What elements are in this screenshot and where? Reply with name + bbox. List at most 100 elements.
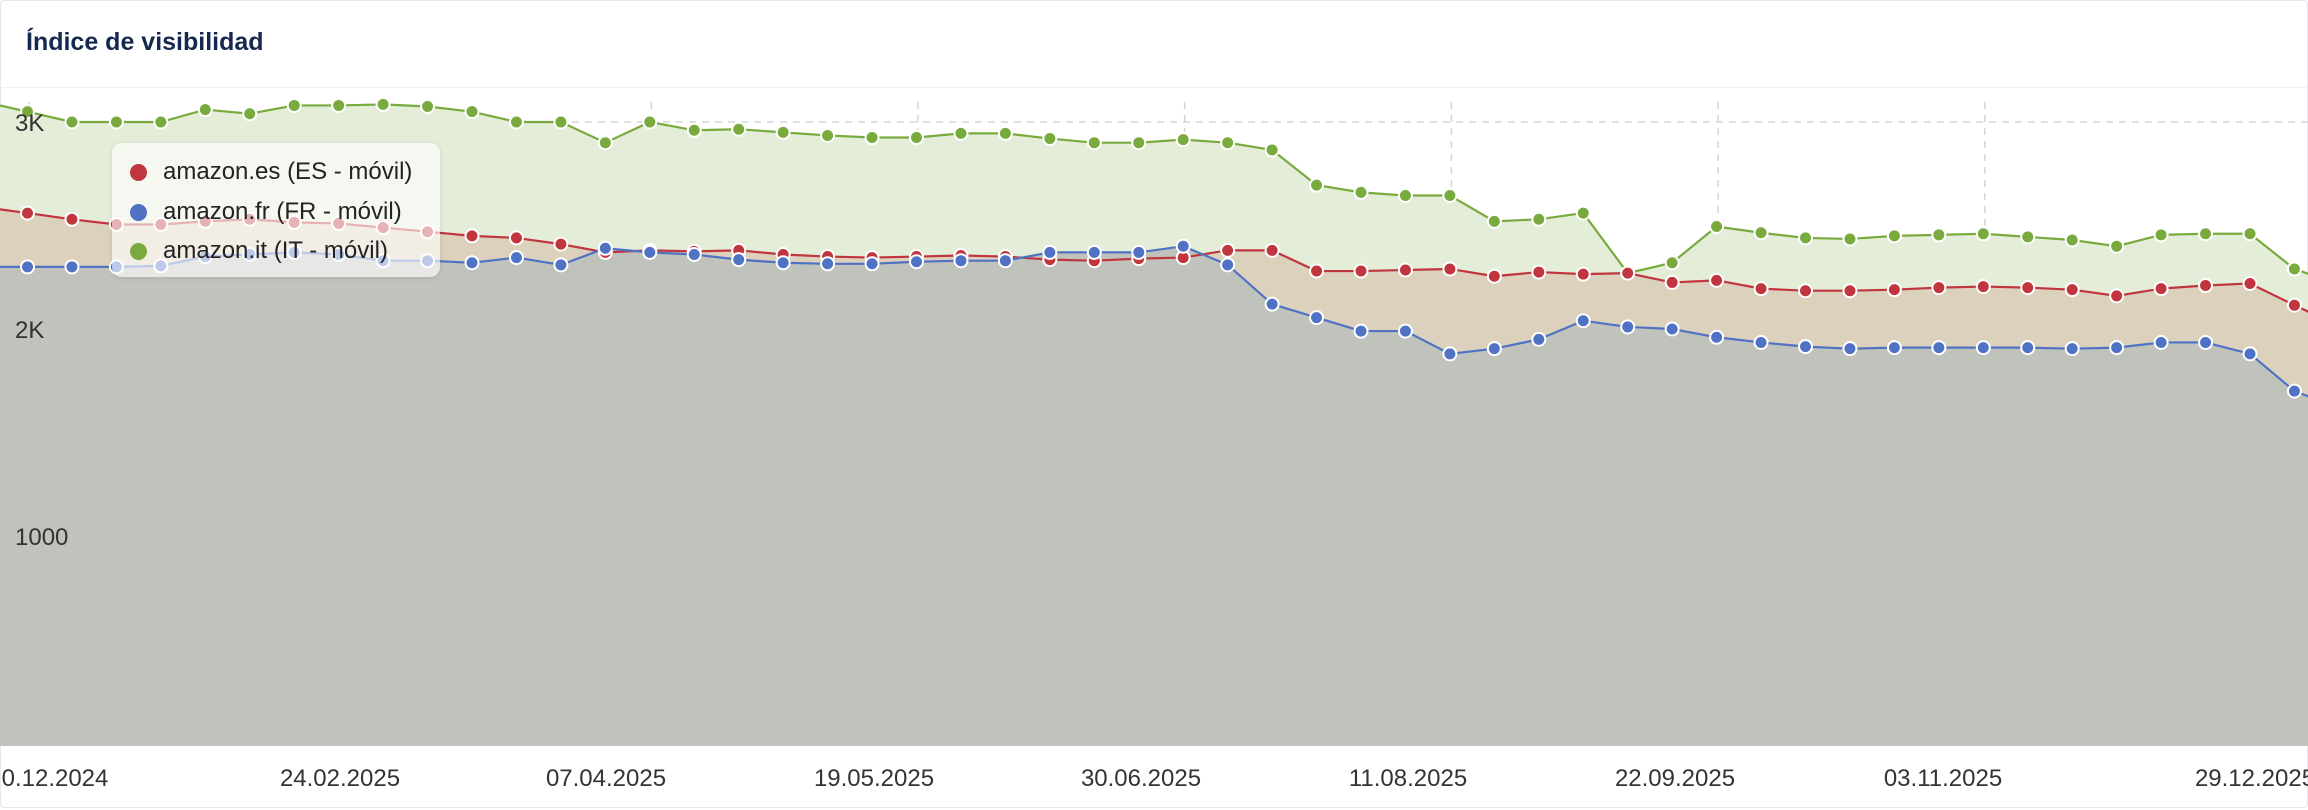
point-amazon_it[interactable]	[820, 127, 836, 143]
point-amazon_it[interactable]	[197, 102, 213, 118]
point-amazon_es[interactable]	[2153, 281, 2169, 297]
point-amazon_it[interactable]	[997, 125, 1013, 141]
point-amazon_it[interactable]	[286, 97, 302, 113]
point-amazon_es[interactable]	[2242, 275, 2258, 291]
point-amazon_it[interactable]	[2109, 238, 2125, 254]
point-amazon_it[interactable]	[731, 121, 747, 137]
point-amazon_es[interactable]	[1620, 265, 1636, 281]
point-amazon_it[interactable]	[1309, 177, 1325, 193]
point-amazon_fr[interactable]	[64, 259, 80, 275]
point-amazon_fr[interactable]	[820, 256, 836, 272]
point-amazon_es[interactable]	[20, 205, 35, 221]
point-amazon_it[interactable]	[1264, 142, 1280, 158]
point-amazon_fr[interactable]	[553, 257, 569, 273]
point-amazon_it[interactable]	[108, 114, 124, 130]
legend-item-amazon-it[interactable]: amazon.it (IT - móvil)	[130, 233, 388, 269]
point-amazon_fr[interactable]	[1531, 331, 1547, 347]
point-amazon_it[interactable]	[20, 104, 35, 120]
point-amazon_it[interactable]	[1842, 231, 1858, 247]
point-amazon_it[interactable]	[1175, 132, 1191, 148]
point-amazon_it[interactable]	[331, 97, 347, 113]
point-amazon_es[interactable]	[1442, 261, 1458, 277]
point-amazon_fr[interactable]	[1353, 323, 1369, 339]
point-amazon_fr[interactable]	[909, 254, 924, 270]
point-amazon_es[interactable]	[508, 230, 524, 246]
point-amazon_it[interactable]	[2286, 261, 2302, 277]
point-amazon_fr[interactable]	[2064, 341, 2080, 357]
point-amazon_fr[interactable]	[997, 253, 1013, 269]
point-amazon_it[interactable]	[553, 114, 569, 130]
point-amazon_fr[interactable]	[1886, 340, 1902, 356]
point-amazon_fr[interactable]	[1442, 346, 1458, 362]
point-amazon_es[interactable]	[1397, 262, 1413, 278]
point-amazon_fr[interactable]	[464, 255, 480, 271]
point-amazon_fr[interactable]	[2198, 334, 2214, 350]
point-amazon_fr[interactable]	[686, 246, 702, 262]
point-amazon_it[interactable]	[2198, 226, 2214, 242]
point-amazon_es[interactable]	[1486, 268, 1502, 284]
point-amazon_it[interactable]	[909, 130, 924, 146]
point-amazon_es[interactable]	[1664, 274, 1680, 290]
point-amazon_es[interactable]	[2109, 288, 2125, 304]
point-amazon_fr[interactable]	[1664, 321, 1680, 337]
point-amazon_fr[interactable]	[2020, 340, 2036, 356]
point-amazon_es[interactable]	[1886, 282, 1902, 298]
point-amazon_it[interactable]	[1886, 228, 1902, 244]
point-amazon_it[interactable]	[1353, 184, 1369, 200]
point-amazon_it[interactable]	[1220, 135, 1236, 151]
point-amazon_fr[interactable]	[597, 240, 613, 256]
point-amazon_es[interactable]	[1798, 283, 1813, 299]
point-amazon_es[interactable]	[2020, 280, 2036, 296]
point-amazon_it[interactable]	[1664, 255, 1680, 271]
point-amazon_it[interactable]	[420, 98, 436, 114]
point-amazon_it[interactable]	[2153, 227, 2169, 243]
point-amazon_es[interactable]	[2198, 278, 2214, 294]
point-amazon_fr[interactable]	[2109, 340, 2125, 356]
point-amazon_fr[interactable]	[1397, 323, 1413, 339]
point-amazon_it[interactable]	[2020, 229, 2036, 245]
point-amazon_es[interactable]	[1575, 266, 1591, 282]
point-amazon_es[interactable]	[1353, 263, 1369, 279]
point-amazon_es[interactable]	[64, 211, 80, 227]
point-amazon_fr[interactable]	[1753, 334, 1769, 350]
point-amazon_fr[interactable]	[1575, 313, 1591, 329]
point-amazon_fr[interactable]	[953, 253, 969, 269]
point-amazon_es[interactable]	[1220, 242, 1236, 258]
point-amazon_it[interactable]	[864, 130, 880, 146]
point-amazon_fr[interactable]	[1309, 310, 1325, 326]
point-amazon_fr[interactable]	[864, 256, 880, 272]
point-amazon_fr[interactable]	[20, 259, 35, 275]
point-amazon_fr[interactable]	[1842, 341, 1858, 357]
point-amazon_es[interactable]	[1531, 264, 1547, 280]
point-amazon_fr[interactable]	[1086, 244, 1102, 260]
point-amazon_it[interactable]	[1086, 135, 1102, 151]
point-amazon_fr[interactable]	[731, 252, 747, 268]
point-amazon_fr[interactable]	[1975, 340, 1991, 356]
point-amazon_fr[interactable]	[1042, 244, 1058, 260]
point-amazon_fr[interactable]	[1220, 257, 1236, 273]
point-amazon_it[interactable]	[1709, 219, 1725, 235]
point-amazon_es[interactable]	[1931, 280, 1947, 296]
legend-item-amazon-fr[interactable]: amazon.fr (FR - móvil)	[130, 194, 402, 230]
point-amazon_es[interactable]	[1842, 283, 1858, 299]
legend-item-amazon-es[interactable]: amazon.es (ES - móvil)	[130, 154, 412, 190]
point-amazon_it[interactable]	[597, 135, 613, 151]
point-amazon_es[interactable]	[2286, 297, 2302, 313]
point-amazon_fr[interactable]	[642, 244, 658, 260]
point-amazon_es[interactable]	[2064, 282, 2080, 298]
point-amazon_it[interactable]	[2064, 232, 2080, 248]
point-amazon_it[interactable]	[64, 114, 80, 130]
point-amazon_it[interactable]	[1531, 211, 1547, 227]
point-amazon_it[interactable]	[953, 125, 969, 141]
point-amazon_it[interactable]	[153, 114, 169, 130]
point-amazon_it[interactable]	[1442, 187, 1458, 203]
point-amazon_it[interactable]	[1575, 205, 1591, 221]
point-amazon_fr[interactable]	[508, 250, 524, 266]
point-amazon_it[interactable]	[642, 114, 658, 130]
point-amazon_it[interactable]	[1975, 226, 1991, 242]
point-amazon_es[interactable]	[464, 228, 480, 244]
point-amazon_it[interactable]	[1042, 131, 1058, 147]
point-amazon_it[interactable]	[508, 114, 524, 130]
point-amazon_es[interactable]	[1975, 279, 1991, 295]
point-amazon_fr[interactable]	[1709, 329, 1725, 345]
